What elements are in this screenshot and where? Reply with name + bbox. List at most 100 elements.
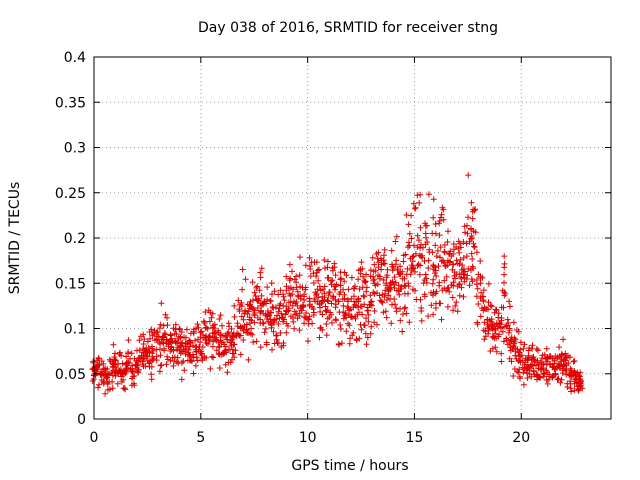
scatter-point: [240, 316, 247, 323]
scatter-point: [106, 386, 113, 393]
scatter-point: [374, 281, 381, 288]
scatter-point: [209, 324, 216, 331]
scatter-point: [257, 274, 264, 281]
scatter-point: [525, 363, 532, 370]
scatter-point: [475, 301, 482, 307]
scatter-point: [436, 232, 443, 239]
scatter-point: [525, 352, 532, 359]
scatter-point: [389, 278, 396, 285]
y-tick-label: 0.4: [64, 50, 86, 66]
scatter-point: [551, 357, 558, 364]
scatter-point: [472, 206, 479, 213]
scatter-point: [477, 258, 484, 264]
scatter-point: [279, 314, 286, 321]
scatter-point: [96, 361, 103, 368]
scatter-point: [463, 253, 470, 260]
scatter-point: [371, 308, 378, 314]
scatter-point: [326, 289, 333, 295]
scatter-point: [414, 244, 421, 251]
scatter-point: [398, 283, 405, 290]
scatter-point: [329, 277, 336, 284]
y-tick-label: 0.25: [55, 186, 86, 202]
scatter-point: [258, 265, 265, 272]
scatter-point: [393, 257, 400, 264]
scatter-point: [128, 350, 135, 357]
scatter-point: [478, 305, 485, 312]
scatter-point: [300, 304, 307, 310]
scatter-point: [323, 321, 330, 327]
scatter-point: [270, 305, 277, 311]
scatter-point: [260, 310, 267, 317]
scatter-point: [344, 296, 351, 303]
scatter-point: [445, 228, 451, 235]
scatter-point: [394, 267, 401, 273]
scatter-point: [137, 355, 143, 362]
scatter-point: [246, 314, 253, 321]
scatter-point: [95, 384, 101, 391]
scatter-point: [205, 307, 212, 314]
scatter-point: [418, 317, 425, 324]
scatter-point: [383, 297, 390, 303]
scatter-point: [400, 258, 407, 265]
scatter-point: [346, 322, 353, 329]
scatter-point: [517, 375, 523, 382]
scatter-point: [557, 379, 564, 386]
scatter-point: [321, 290, 328, 297]
scatter-point: [430, 311, 437, 318]
scatter-point: [310, 309, 317, 316]
scatter-point: [421, 293, 428, 300]
scatter-point: [90, 359, 97, 366]
scatter-point: [376, 273, 383, 280]
scatter-point: [296, 327, 303, 334]
scatter-point: [238, 303, 245, 310]
scatter-point: [377, 297, 384, 304]
scatter-point: [253, 284, 260, 291]
scatter-point: [122, 386, 129, 393]
scatter-point: [323, 308, 330, 315]
scatter-point: [405, 290, 411, 297]
scatter-point: [223, 333, 230, 340]
scatter-point: [432, 264, 438, 271]
scatter-point: [441, 277, 448, 284]
scatter-point: [499, 328, 506, 335]
scatter-point: [324, 297, 331, 304]
scatter-point: [397, 317, 404, 324]
scatter-point: [516, 349, 523, 356]
scatter-point: [404, 265, 411, 272]
scatter-point: [441, 248, 448, 255]
scatter-point: [468, 233, 475, 239]
scatter-point: [313, 292, 319, 298]
scatter-point: [293, 279, 300, 286]
scatter-point: [328, 278, 334, 285]
scatter-point: [201, 319, 208, 326]
scatter-point: [371, 261, 378, 268]
scatter-point: [472, 229, 479, 236]
scatter-point: [495, 310, 502, 317]
scatter-point: [243, 326, 250, 333]
scatter-point: [249, 279, 256, 286]
scatter-point: [109, 385, 116, 392]
scatter-point: [201, 353, 208, 360]
scatter-point: [337, 276, 344, 283]
scatter-point: [469, 215, 476, 222]
scatter-point: [338, 275, 344, 282]
scatter-point: [258, 292, 265, 299]
scatter-point: [231, 302, 238, 309]
scatter-point: [285, 307, 292, 314]
scatter-point: [110, 361, 117, 368]
scatter-point: [461, 223, 468, 230]
scatter-point: [332, 272, 339, 279]
scatter-point: [501, 264, 508, 271]
scatter-point: [319, 311, 326, 318]
scatter-point: [178, 359, 185, 366]
scatter-point: [158, 336, 165, 343]
scatter-point: [425, 313, 432, 320]
scatter-point: [140, 363, 147, 370]
scatter-point: [167, 331, 174, 338]
scatter-point: [458, 284, 465, 291]
scatter-point: [161, 345, 167, 352]
scatter-point: [96, 381, 102, 388]
scatter-point: [386, 286, 392, 293]
scatter-point: [464, 272, 471, 279]
scatter-point: [204, 325, 211, 332]
